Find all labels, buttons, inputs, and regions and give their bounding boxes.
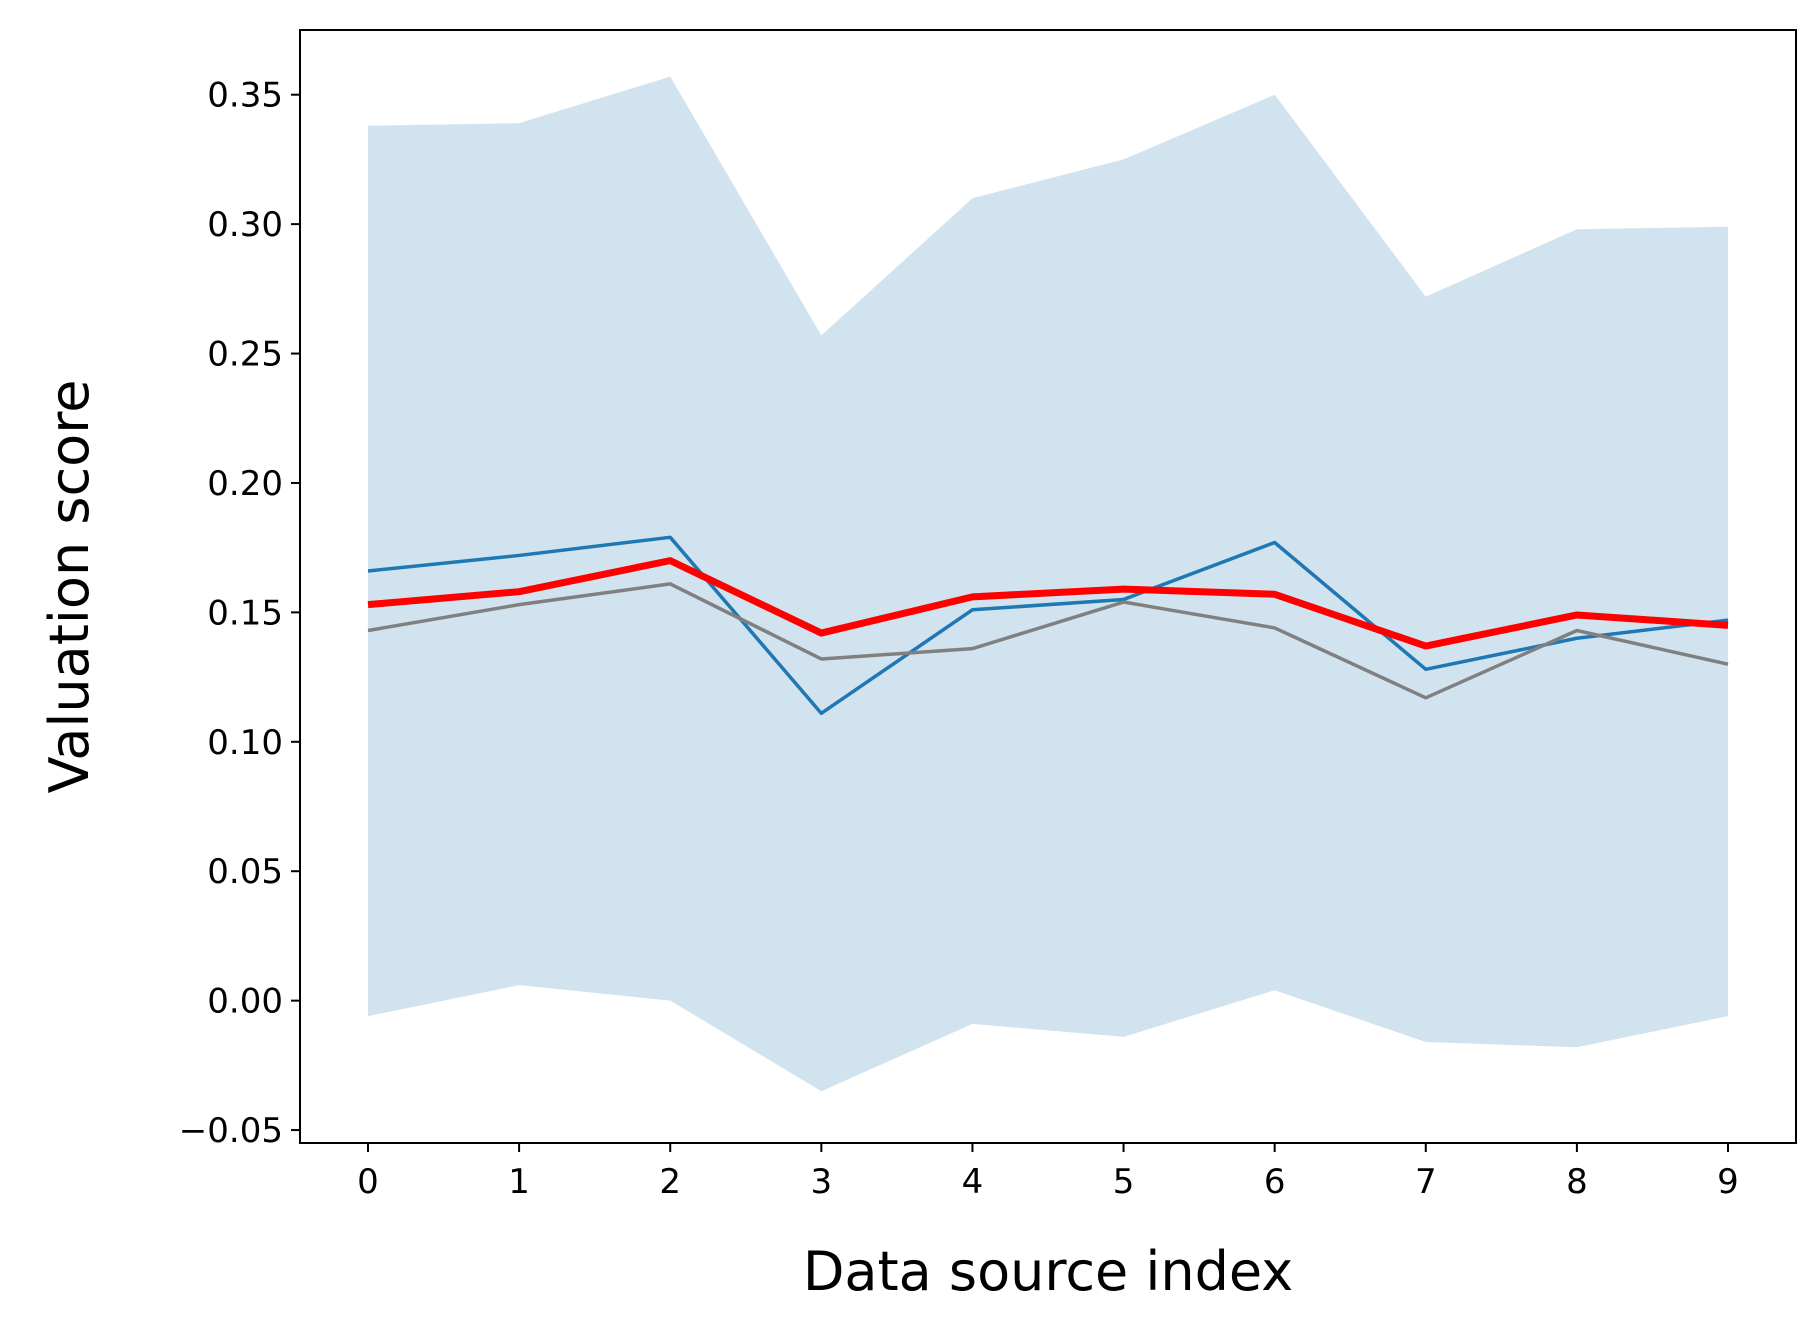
y-tick-label: 0.15 [207,593,283,633]
plot-frame [299,29,1797,1144]
y-tick-label: 0.25 [207,335,283,375]
y-tick-label: 0.00 [207,982,283,1022]
uncertainty-band [368,76,1728,1092]
x-tick-label: 6 [1264,1162,1286,1202]
y-tick-label: 0.10 [207,723,283,763]
series-layer [367,535,1729,716]
series-line-1 [367,535,1729,716]
uncertainty-band-layer [368,76,1728,1092]
x-tick-label: 7 [1415,1162,1437,1202]
x-axis-label: Data source index [803,1240,1293,1303]
y-tick-label: −0.05 [179,1111,283,1151]
series-line-3 [367,557,1729,650]
x-tick-label: 0 [357,1162,379,1202]
x-tick-label: 3 [811,1162,833,1202]
x-tick-label: 8 [1566,1162,1588,1202]
x-tick-label: 1 [508,1162,530,1202]
y-tick-label: 0.05 [207,852,283,892]
y-axis-ticks: −0.05 0.00 0.05 0.10 0.15 0.20 0.25 0.30 0.35 [179,76,300,1151]
x-tick-label: 4 [962,1162,984,1202]
x-tick-label: 5 [1113,1162,1135,1202]
series-line-2 [367,582,1729,700]
x-axis-ticks: 0 1 2 3 4 5 6 7 8 9 [357,1143,1739,1202]
x-tick-label: 2 [659,1162,681,1202]
y-axis-label: Valuation score [38,380,101,794]
x-tick-label: 9 [1717,1162,1739,1202]
y-tick-label: 0.20 [207,464,283,504]
y-tick-label: 0.35 [207,76,283,116]
y-tick-label: 0.30 [207,205,283,245]
